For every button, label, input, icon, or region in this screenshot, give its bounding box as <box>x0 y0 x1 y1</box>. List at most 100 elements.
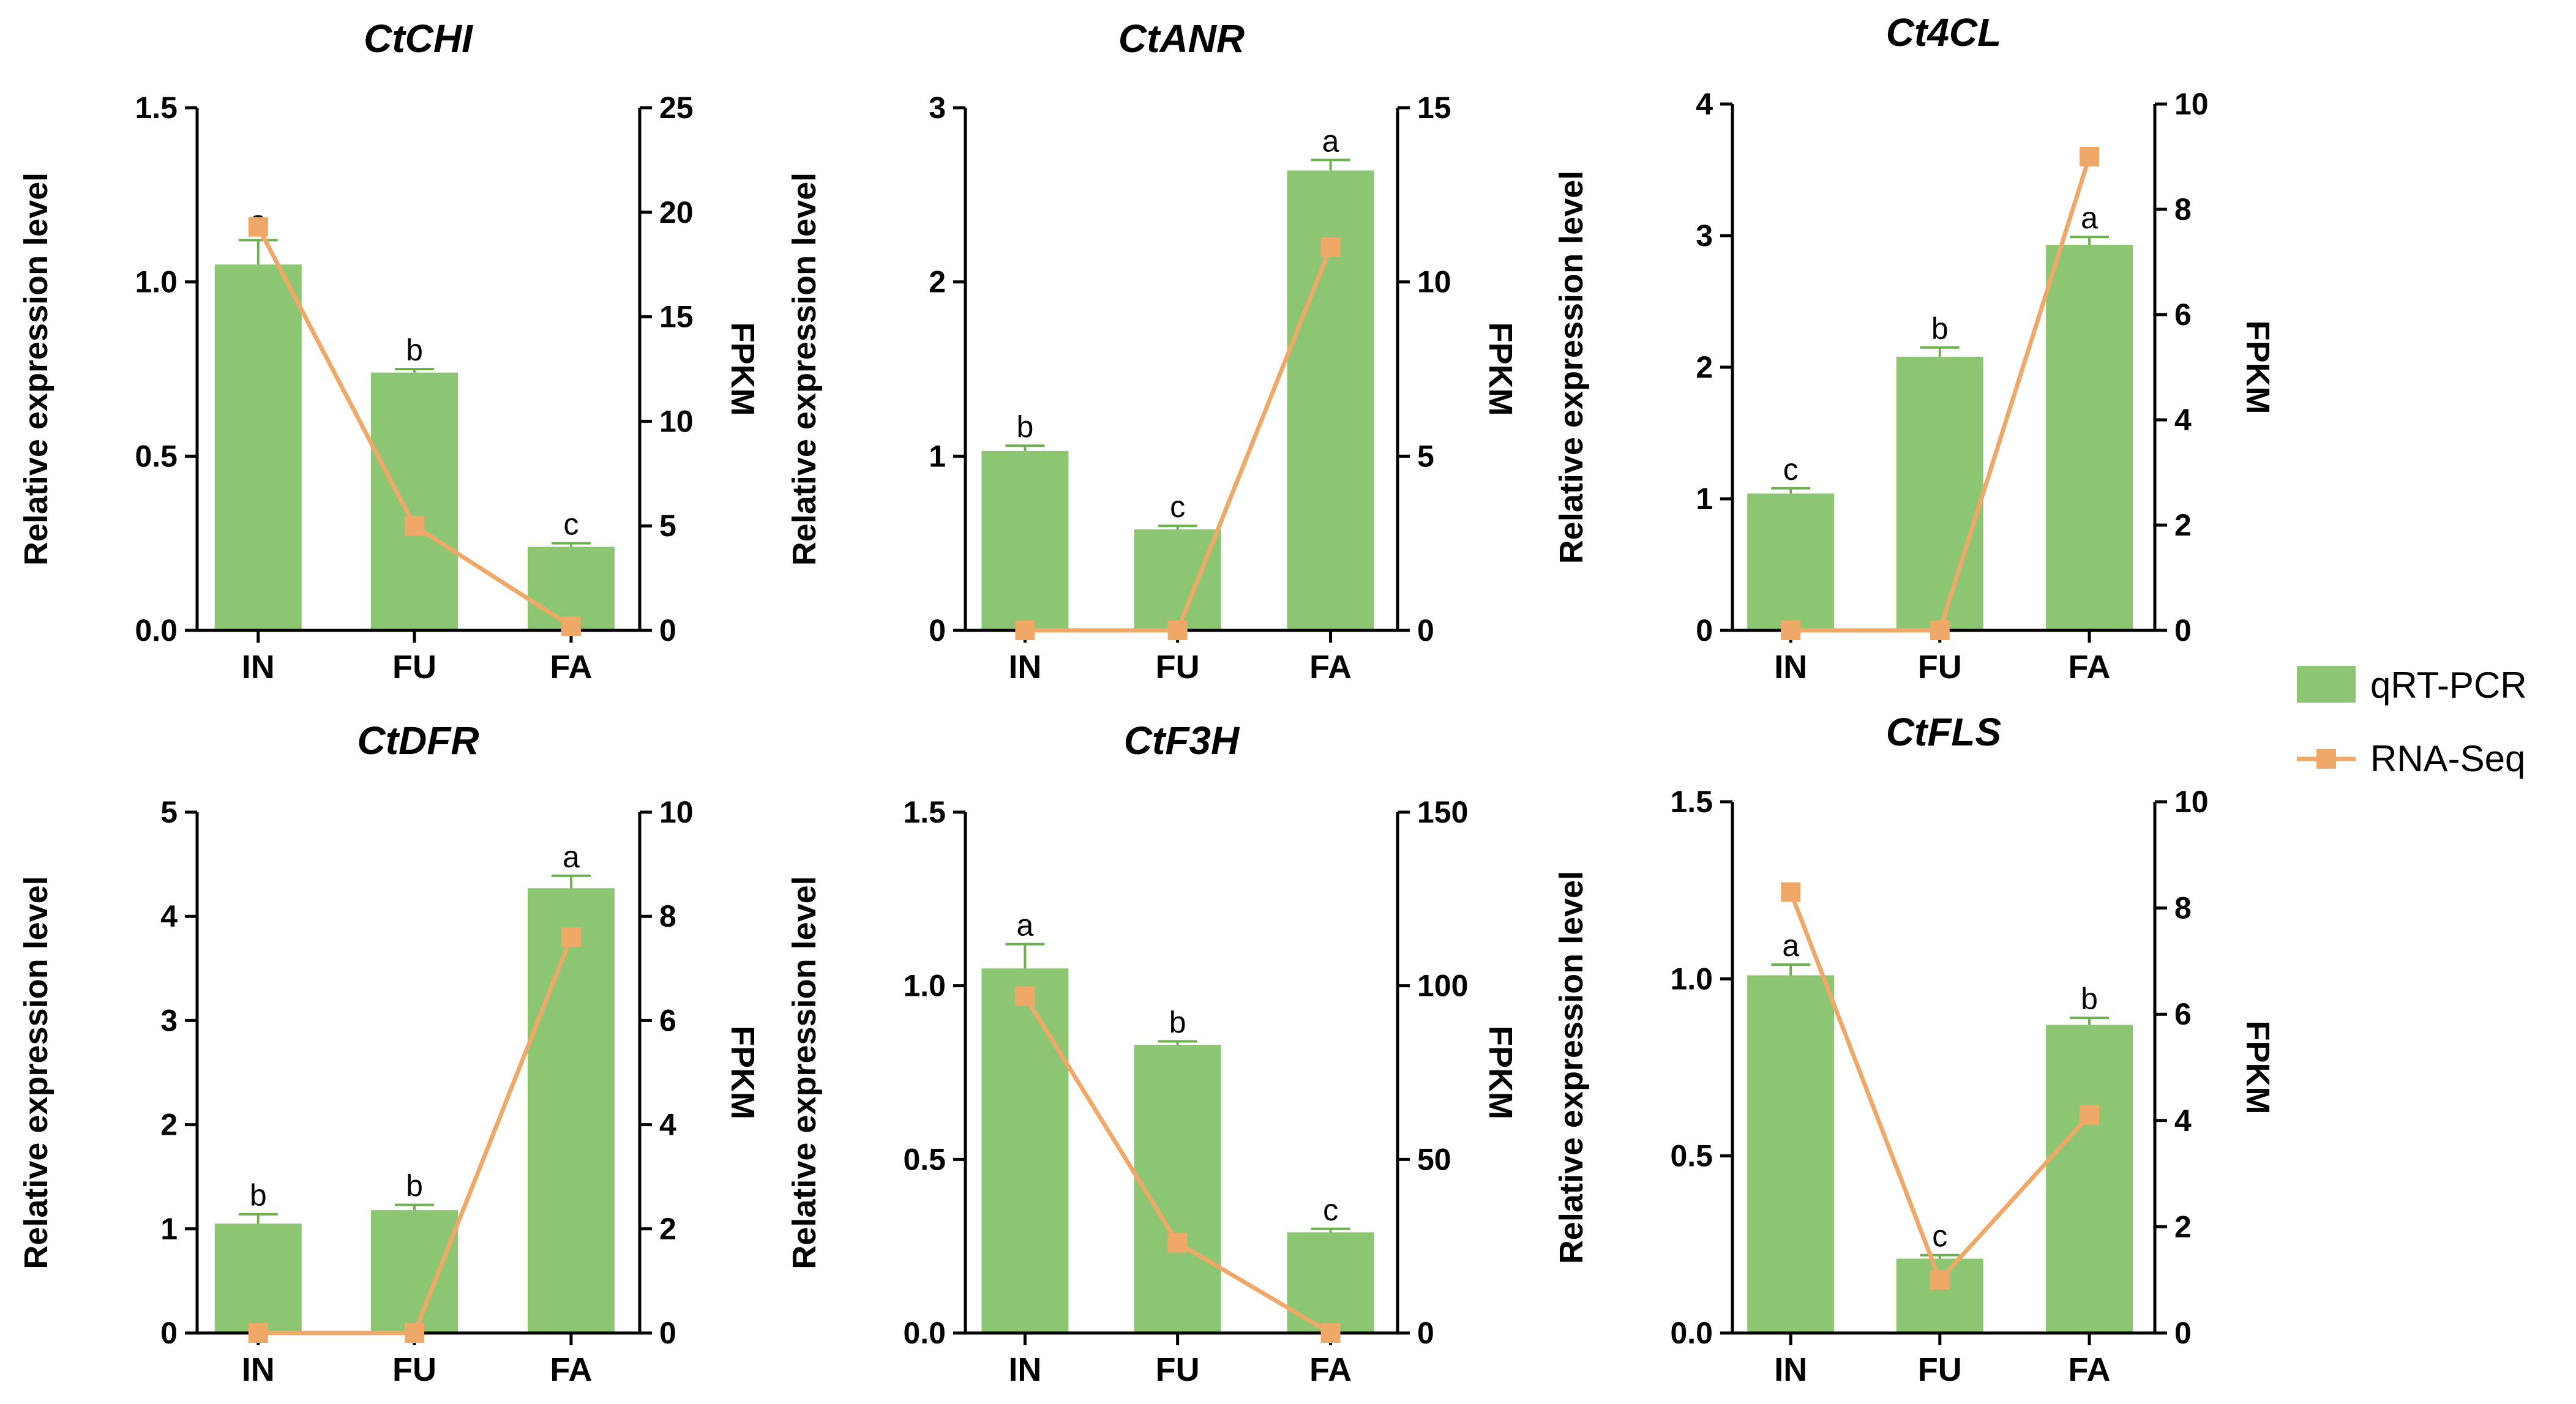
significance-letter-FU: b <box>406 333 423 367</box>
bar-FU <box>1896 356 1983 630</box>
left-tick-label: 2 <box>160 1108 178 1142</box>
left-tick-label: 0 <box>929 613 946 648</box>
significance-letter-FA: a <box>1322 124 1339 158</box>
significance-letter-FA: b <box>2081 982 2098 1016</box>
right-tick-label: 0 <box>2174 1316 2192 1350</box>
significance-letter-FU: c <box>1170 490 1185 524</box>
significance-letter-FA: c <box>1323 1193 1338 1227</box>
rna-seq-point-FA <box>1320 237 1341 257</box>
x-tick-label-FU: FU <box>1918 649 1962 685</box>
bar-FA <box>1287 1232 1374 1333</box>
left-tick-label: 0.5 <box>1670 1139 1713 1173</box>
x-tick-label-IN: IN <box>242 1351 275 1388</box>
y-axis-label: Relative expression level <box>1553 171 1590 564</box>
left-tick-label: 1.5 <box>903 795 946 829</box>
right-tick-label: 0 <box>1417 1316 1434 1350</box>
left-tick-label: 0 <box>160 1316 178 1350</box>
significance-letter-IN: b <box>250 1178 267 1212</box>
right-tick-label: 0 <box>1417 613 1434 648</box>
x-tick-label-IN: IN <box>1008 1351 1041 1388</box>
x-tick-label-FU: FU <box>1156 649 1200 685</box>
legend-bar-swatch <box>2297 666 2356 703</box>
chart-title: CtCHI <box>364 17 473 61</box>
bar-FU <box>1134 529 1221 630</box>
right-tick-label: 0 <box>659 1316 676 1350</box>
right-tick-label: 5 <box>1417 439 1434 473</box>
x-tick-label-FU: FU <box>1156 1351 1200 1388</box>
right-tick-label: 15 <box>1417 91 1451 125</box>
x-tick-label-FU: FU <box>1918 1351 1962 1388</box>
right-tick-label: 0 <box>659 613 676 648</box>
bar-IN <box>1747 975 1835 1333</box>
rna-seq-point-FU <box>1930 621 1950 640</box>
left-tick-label: 2 <box>1696 350 1713 384</box>
legend-bar-label: qRT-PCR <box>2370 665 2527 706</box>
rna-seq-point-FA <box>2080 147 2100 166</box>
chart-panel-CtF3H: CtF3H a b c 0.0 0.5 1.0 1.5 0 50 100 150 IN FU FA Relat… <box>786 719 1519 1388</box>
significance-letter-IN: c <box>1783 452 1799 487</box>
right-tick-label: 8 <box>659 899 676 933</box>
left-tick-label: 3 <box>160 1003 178 1037</box>
left-tick-label: 1 <box>160 1212 178 1246</box>
bar-IN <box>981 968 1069 1333</box>
legend-line-label: RNA-Seq <box>2370 738 2525 779</box>
right-tick-label: 150 <box>1417 795 1468 829</box>
y2-axis-label: FPKM <box>724 1026 761 1119</box>
left-tick-label: 1 <box>929 439 946 473</box>
left-tick-label: 1.0 <box>1670 962 1713 996</box>
left-tick-label: 1.0 <box>135 265 178 299</box>
rna-seq-point-FU <box>1930 1270 1950 1290</box>
significance-letter-FU: b <box>406 1169 423 1203</box>
left-tick-label: 1.0 <box>903 969 946 1003</box>
chart-panel-CtANR: CtANR b c a 0 1 2 3 0 5 10 15 IN FU FA Relative express… <box>786 17 1519 685</box>
rna-seq-point-IN <box>248 217 268 237</box>
chart-title: CtANR <box>1118 17 1245 61</box>
bar-FU <box>1134 1045 1221 1333</box>
left-tick-label: 0.5 <box>135 439 178 473</box>
rna-seq-point-IN <box>1781 882 1801 902</box>
x-tick-label-FA: FA <box>550 649 592 685</box>
right-tick-label: 10 <box>2174 785 2209 819</box>
x-tick-label-FU: FU <box>392 1351 436 1388</box>
rna-seq-point-FA <box>1320 1323 1341 1343</box>
left-tick-label: 0.5 <box>903 1142 946 1176</box>
right-tick-label: 5 <box>659 509 676 543</box>
y2-axis-label: FPKM <box>1482 323 1519 416</box>
left-tick-label: 0.0 <box>903 1316 946 1350</box>
bar-FU <box>1896 1258 1983 1333</box>
significance-letter-FA: a <box>563 840 580 874</box>
rna-seq-point-IN <box>1015 986 1035 1006</box>
significance-letter-IN: b <box>1017 409 1034 444</box>
right-tick-label: 2 <box>2174 1209 2192 1244</box>
left-tick-label: 0.0 <box>1670 1316 1713 1350</box>
bar-IN <box>1747 493 1835 630</box>
y-axis-label: Relative expression level <box>18 876 54 1269</box>
x-tick-label-FA: FA <box>550 1351 592 1388</box>
y-axis-label: Relative expression level <box>786 876 823 1269</box>
right-tick-label: 4 <box>2174 403 2192 437</box>
x-tick-label-FA: FA <box>1309 1351 1352 1388</box>
right-tick-label: 15 <box>659 300 694 334</box>
significance-letter-FU: b <box>1931 312 1949 346</box>
left-tick-label: 4 <box>1696 87 1713 121</box>
right-tick-label: 6 <box>659 1003 676 1037</box>
significance-letter-IN: a <box>1782 928 1799 963</box>
right-tick-label: 2 <box>659 1212 676 1246</box>
bar-IN <box>214 264 302 630</box>
left-tick-label: 2 <box>929 265 946 299</box>
rna-seq-point-FU <box>404 1323 424 1343</box>
bar-FA <box>527 888 615 1333</box>
chart-panel-CtCHI: CtCHIabc0.00.51.01.50510152025INFUFARela… <box>18 17 761 685</box>
y-axis-label: Relative expression level <box>18 173 54 566</box>
rna-seq-point-FA <box>2080 1105 2100 1126</box>
right-tick-label: 4 <box>659 1108 676 1142</box>
x-tick-label-IN: IN <box>242 649 275 685</box>
legend: qRT-PCR RNA-Seq <box>2297 665 2527 779</box>
left-tick-label: 4 <box>160 899 178 933</box>
rna-seq-point-FU <box>1167 1233 1188 1253</box>
rna-seq-point-IN <box>248 1323 268 1343</box>
right-tick-label: 0 <box>2174 613 2192 648</box>
bar-FA <box>2046 1025 2133 1333</box>
bar-IN <box>214 1223 302 1333</box>
y2-axis-label: FPKM <box>1482 1026 1519 1119</box>
